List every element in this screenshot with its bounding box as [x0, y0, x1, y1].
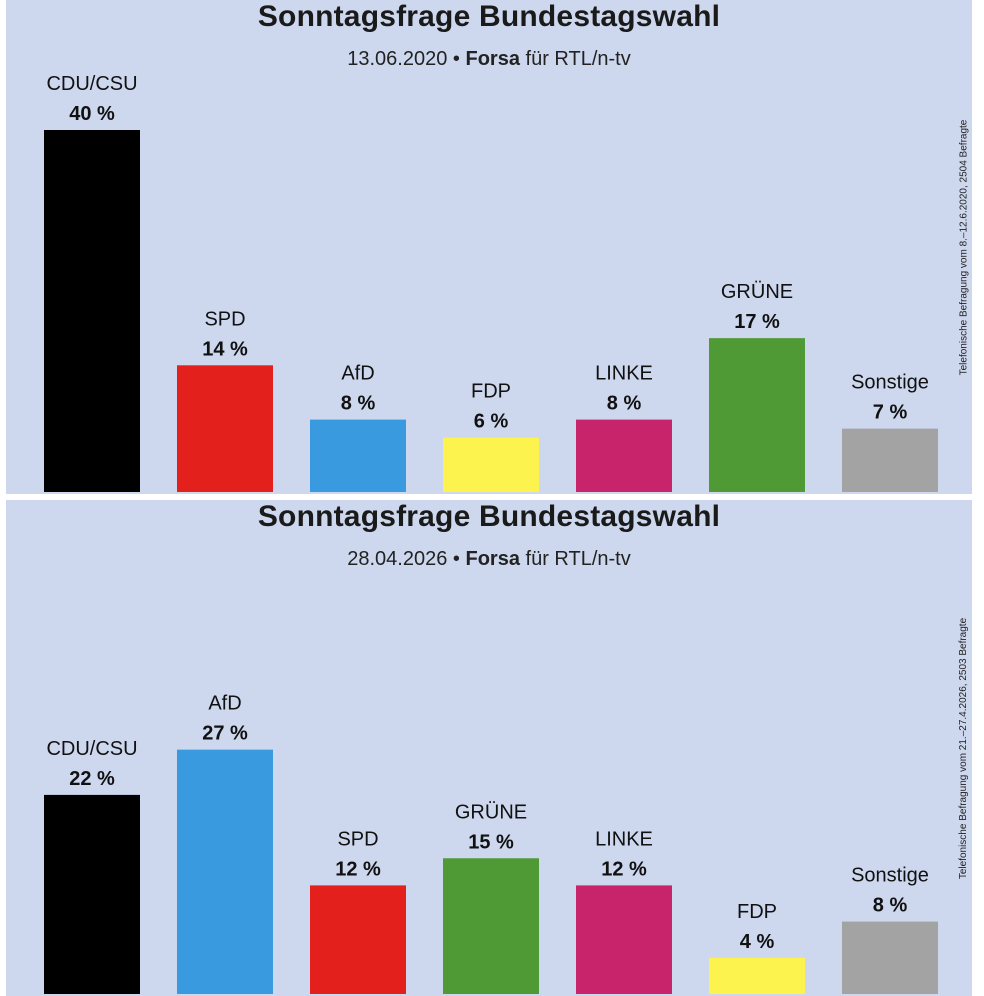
bar-chart-2026: 22 % CDU/CSU 27 % AfD 12 % SPD 15 % GRÜNE 12 % LI…	[44, 693, 938, 994]
subtitle-date: 28.04.2026	[347, 548, 448, 570]
bar-category-label: FDP	[737, 901, 777, 923]
bar-chart-2020: 40 % CDU/CSU 14 % SPD 8 % AfD 6 % FDP 8 % LINKE 17…	[44, 73, 938, 492]
bar-category-label: GRÜNE	[455, 801, 527, 823]
bar-cdu-csu	[44, 794, 140, 994]
bar-value-label: 12 %	[335, 858, 381, 880]
bar-afd	[177, 749, 273, 994]
bar-value-label: 15 %	[468, 831, 514, 853]
survey-note: Telefonische Befragung vom 21.–27.4.2026…	[958, 617, 970, 879]
bar-afd	[310, 419, 406, 492]
bar-value-label: 8 %	[873, 895, 908, 917]
bar-fdp	[709, 957, 805, 994]
bar-sonstige	[842, 921, 938, 994]
bar-value-label: 8 %	[607, 393, 642, 415]
subtitle-source-rest: für RTL/n-tv	[519, 548, 631, 570]
bar-gr-ne	[443, 858, 539, 994]
subtitle-source: Forsa	[465, 548, 520, 570]
bar-category-label: SPD	[204, 308, 245, 330]
bar-sonstige	[842, 428, 938, 492]
bar-cdu-csu	[44, 130, 140, 492]
bar-spd	[310, 885, 406, 994]
bar-category-label: GRÜNE	[721, 281, 793, 303]
chart-panel-2020: Sonntagsfrage Bundestagswahl 13.06.2020 …	[6, 0, 972, 494]
chart-title: Sonntagsfrage Bundestagswahl	[257, 500, 721, 533]
bar-value-label: 6 %	[474, 411, 509, 433]
bar-category-label: LINKE	[595, 828, 653, 850]
bar-value-label: 22 %	[69, 768, 115, 790]
bar-category-label: AfD	[341, 363, 374, 385]
bar-fdp	[443, 437, 539, 492]
bar-category-label: LINKE	[595, 363, 653, 385]
bar-category-label: SPD	[337, 828, 378, 850]
bar-linke	[576, 885, 672, 994]
subtitle-separator: •	[447, 548, 466, 570]
bar-spd	[177, 365, 273, 492]
chart-title: Sonntagsfrage Bundestagswahl	[257, 0, 721, 33]
subtitle-source: Forsa	[465, 48, 520, 70]
bar-value-label: 4 %	[740, 931, 775, 953]
chart-subtitle: 28.04.2026 • Forsa für RTL/n-tv	[6, 548, 972, 571]
subtitle-date: 13.06.2020	[347, 48, 448, 70]
bar-category-label: CDU/CSU	[46, 738, 137, 760]
bar-value-label: 12 %	[601, 858, 647, 880]
bar-value-label: 7 %	[873, 402, 908, 424]
bar-category-label: AfD	[208, 693, 241, 715]
survey-note: Telefonische Befragung vom 8.–12.6.2020,…	[958, 119, 970, 375]
bar-value-label: 40 %	[69, 103, 115, 125]
chart-subtitle: 13.06.2020 • Forsa für RTL/n-tv	[6, 48, 972, 71]
subtitle-source-rest: für RTL/n-tv	[519, 48, 631, 70]
bar-category-label: Sonstige	[851, 372, 929, 394]
bar-category-label: Sonstige	[851, 865, 929, 887]
chart-panel-2026: Sonntagsfrage Bundestagswahl 28.04.2026 …	[6, 500, 972, 996]
subtitle-separator: •	[447, 48, 466, 70]
bar-category-label: FDP	[471, 381, 511, 403]
bar-value-label: 27 %	[202, 723, 248, 745]
bar-value-label: 8 %	[341, 393, 376, 415]
bar-value-label: 17 %	[734, 311, 780, 333]
bar-category-label: CDU/CSU	[46, 73, 137, 95]
bar-gr-ne	[709, 338, 805, 492]
bar-linke	[576, 419, 672, 492]
bar-value-label: 14 %	[202, 338, 248, 360]
